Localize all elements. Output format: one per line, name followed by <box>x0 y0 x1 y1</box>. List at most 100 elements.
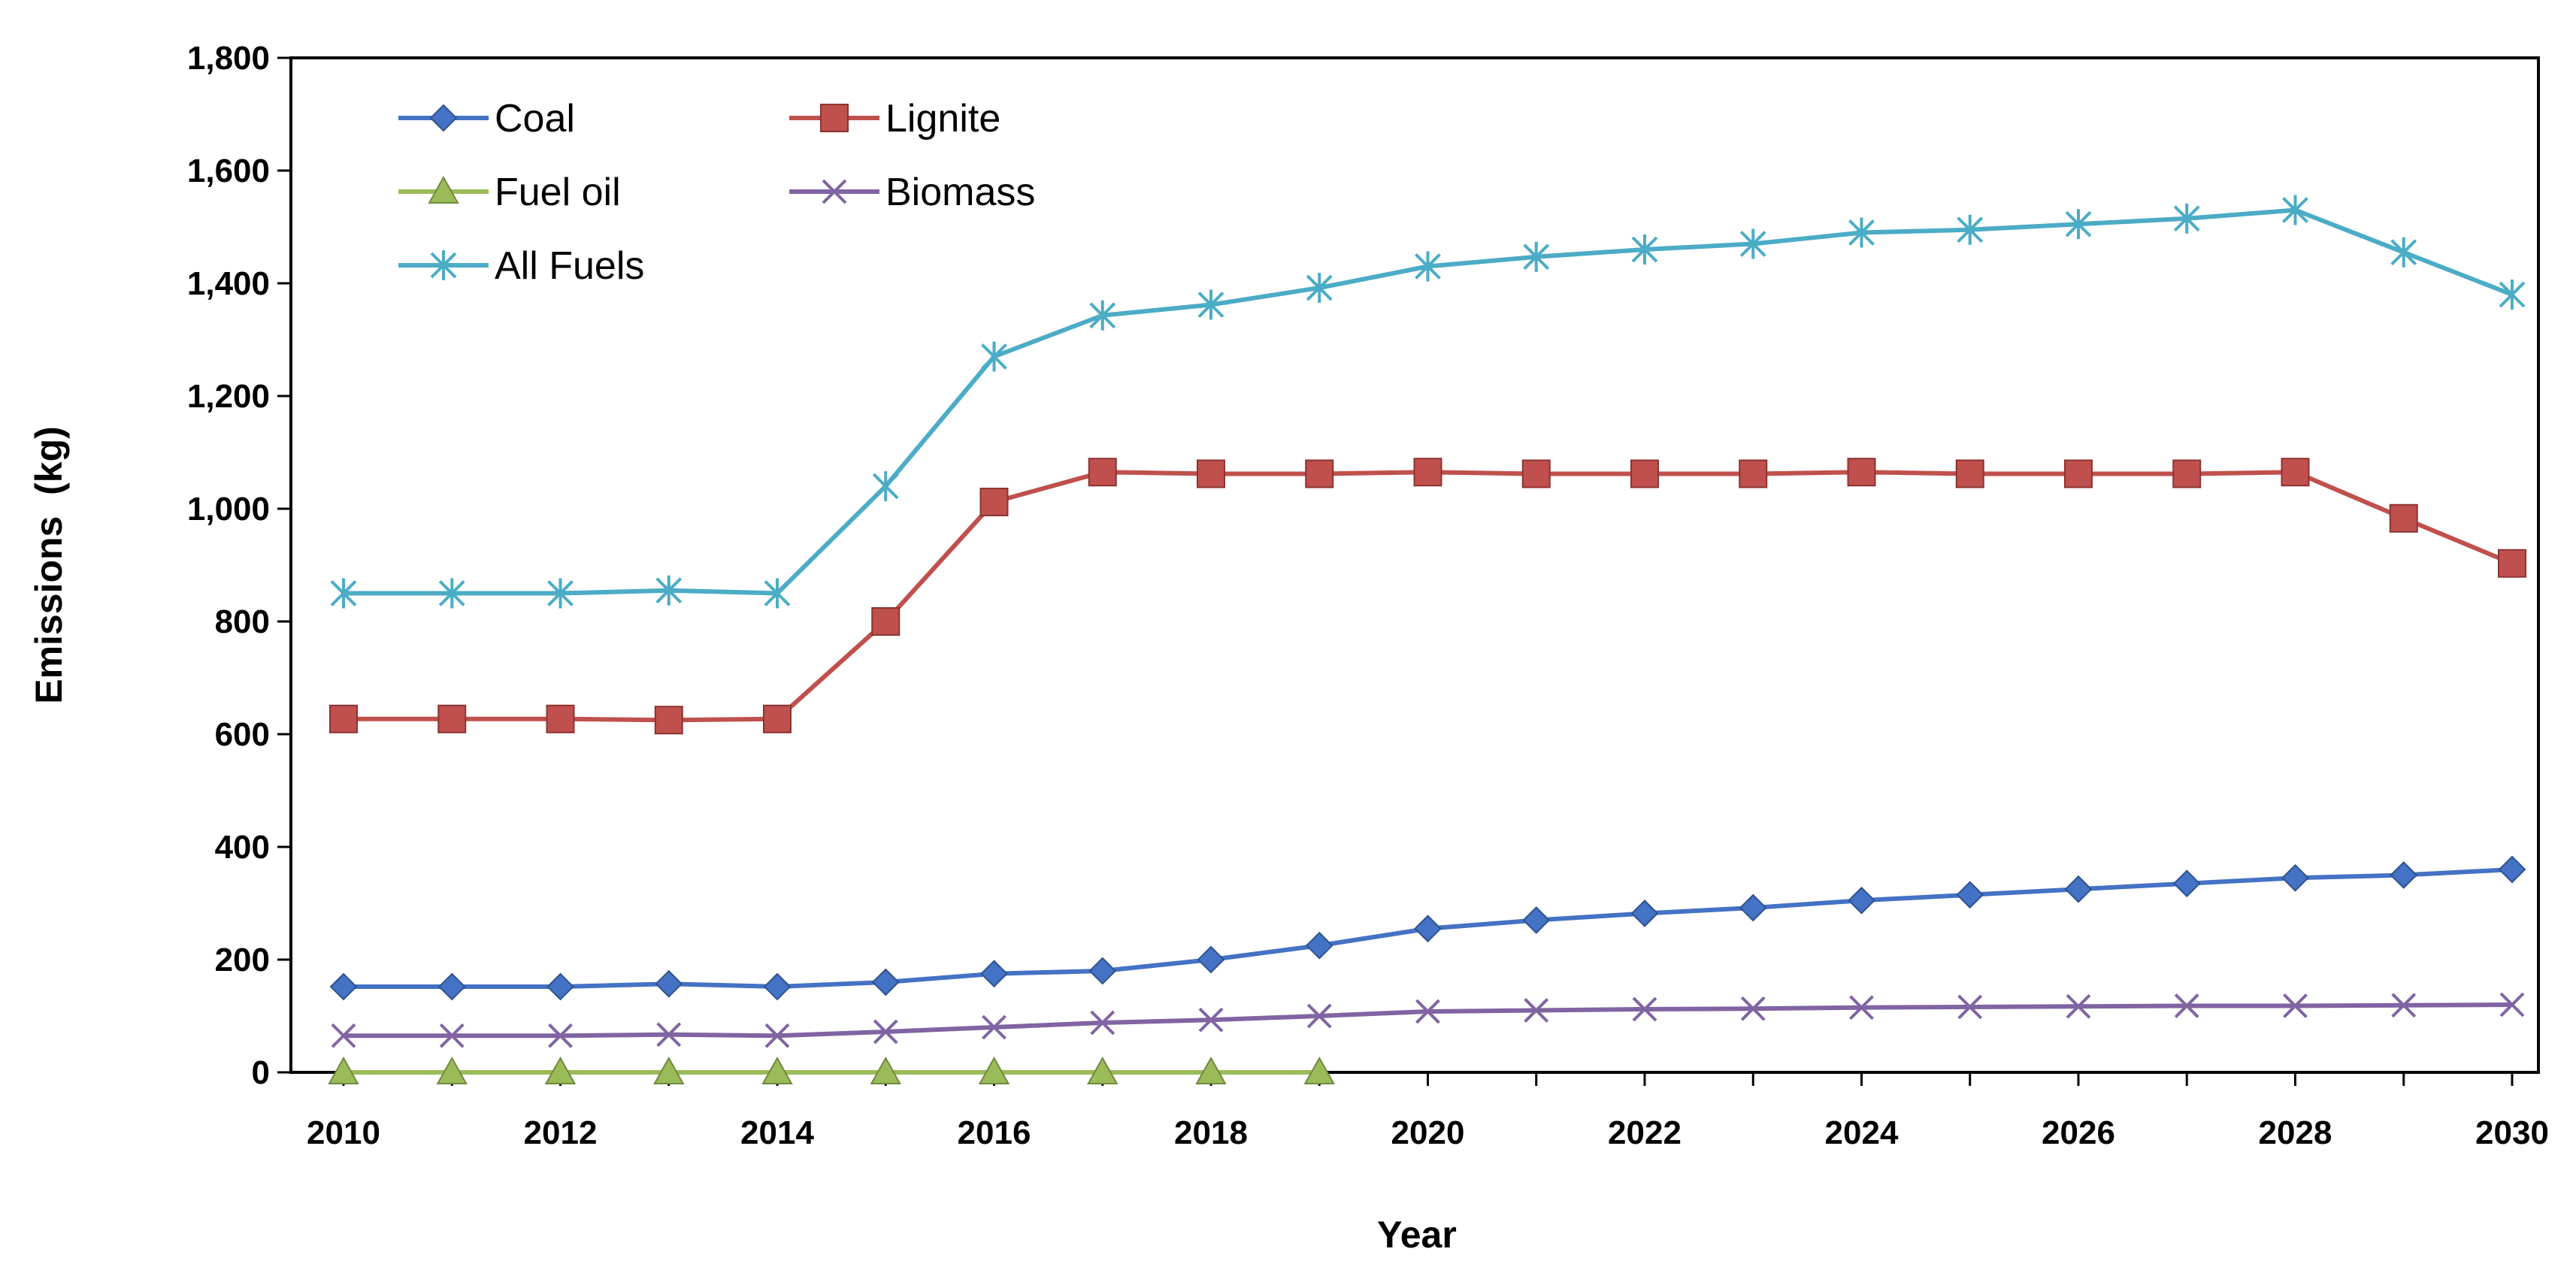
legend-item-fuel-oil: Fuel oil <box>398 171 621 214</box>
x-tick-label: 2016 <box>958 1114 1031 1151</box>
data-point-biomass <box>1524 998 1549 1023</box>
data-point-lignite <box>1739 459 1768 488</box>
data-point-coal <box>2498 855 2526 884</box>
data-point-coal <box>1630 900 1659 927</box>
data-point-coal <box>2281 863 2309 892</box>
data-point-lignite <box>654 706 683 735</box>
data-point-lignite <box>1955 459 1984 488</box>
data-point-biomass <box>1198 1007 1224 1033</box>
data-point-all-fuels <box>1523 241 1550 272</box>
legend-label: Biomass <box>885 171 1035 214</box>
x-tick-label: 2012 <box>524 1114 598 1151</box>
data-point-biomass <box>548 1023 573 1048</box>
data-point-coal <box>2390 861 2418 889</box>
series-all-fuels <box>330 195 2526 609</box>
series-lignite <box>329 458 2526 735</box>
x-tick-label: 2028 <box>2259 1114 2332 1151</box>
legend-marker-fuel-oil <box>428 175 459 204</box>
data-point-lignite <box>1413 458 1442 487</box>
data-point-all-fuels <box>1848 217 1875 248</box>
x-axis-ticks: 2010 2012 2014 2016 2018 2020 2022 2024 2026 2028… <box>307 1072 2549 1151</box>
y-tick-label: 1,800 <box>187 40 270 77</box>
legend-marker-biomass <box>822 179 847 204</box>
data-point-fuel-oil <box>1087 1056 1118 1084</box>
data-point-all-fuels <box>2282 195 2308 225</box>
data-point-coal <box>1956 881 1984 909</box>
data-point-lignite <box>2281 458 2310 487</box>
x-tick-label: 2014 <box>740 1114 814 1151</box>
data-point-fuel-oil <box>328 1056 359 1084</box>
legend-item-all-fuels: All Fuels <box>398 244 644 288</box>
y-axis-ticks: 0 200 400 600 800 1,000 1,200 1,400 1,600 1,800 <box>187 40 291 1091</box>
data-point-biomass <box>2499 992 2525 1017</box>
legend-item-biomass: Biomass <box>789 171 1035 214</box>
data-point-lignite <box>1197 459 1225 488</box>
data-point-biomass <box>2174 993 2199 1018</box>
data-point-all-fuels <box>2499 280 2526 310</box>
x-tick-label: 2020 <box>1391 1114 1465 1151</box>
data-point-coal <box>546 972 574 1001</box>
data-point-lignite <box>1305 459 1334 488</box>
data-point-fuel-oil <box>978 1056 1010 1084</box>
data-point-fuel-oil <box>436 1056 468 1084</box>
data-point-biomass <box>1957 994 1983 1020</box>
data-point-coal <box>1522 906 1551 934</box>
series-layer <box>328 195 2526 1084</box>
data-point-lignite <box>2389 503 2418 533</box>
data-point-all-fuels <box>764 578 791 609</box>
series-coal <box>329 855 2526 1001</box>
legend-label: Lignite <box>885 97 1000 141</box>
data-point-lignite <box>871 607 901 636</box>
y-tick-label: 1,400 <box>187 265 270 302</box>
data-point-fuel-oil <box>1303 1056 1335 1084</box>
data-point-all-fuels <box>2173 203 2200 234</box>
y-tick-label: 600 <box>215 716 270 753</box>
data-point-biomass <box>2283 993 2308 1018</box>
data-point-coal <box>1088 957 1117 985</box>
data-point-fuel-oil <box>761 1056 793 1084</box>
data-point-all-fuels <box>2390 237 2417 268</box>
series-fuel-oil <box>328 1056 1335 1084</box>
legend-marker-lignite <box>820 104 849 132</box>
series-biomass <box>331 992 2525 1048</box>
data-point-fuel-oil <box>870 1056 901 1084</box>
data-point-biomass <box>439 1023 465 1048</box>
data-point-biomass <box>331 1023 356 1048</box>
data-point-biomass <box>1306 1003 1332 1029</box>
data-point-all-fuels <box>655 575 683 606</box>
data-point-lignite <box>1847 458 1876 487</box>
legend-item-coal: Coal <box>398 97 575 141</box>
data-point-lignite <box>2172 459 2202 488</box>
legend-label: All Fuels <box>495 244 644 288</box>
data-point-biomass <box>1849 995 1874 1020</box>
data-point-biomass <box>873 1019 898 1045</box>
x-axis-title: Year <box>1377 1214 1457 1256</box>
data-point-all-fuels <box>1415 251 1441 282</box>
data-point-coal <box>655 969 683 998</box>
data-point-all-fuels <box>1306 273 1333 303</box>
y-tick-label: 1,000 <box>187 491 270 528</box>
y-tick-label: 200 <box>215 942 270 978</box>
x-tick-label: 2026 <box>2042 1114 2115 1151</box>
legend-label: Coal <box>495 97 575 141</box>
data-point-lignite <box>329 704 358 733</box>
data-point-biomass <box>1632 996 1657 1022</box>
data-point-biomass <box>2066 993 2091 1019</box>
legend-marker-coal <box>429 104 458 132</box>
y-tick-label: 1,600 <box>187 153 270 189</box>
y-axis-title: Emissions (kg) <box>28 426 70 704</box>
data-point-lignite <box>1521 459 1551 488</box>
data-point-all-fuels <box>330 578 357 609</box>
data-point-coal <box>980 960 1008 988</box>
data-point-biomass <box>764 1023 790 1048</box>
plot-area <box>289 56 2540 1074</box>
data-point-lignite <box>1630 459 1659 488</box>
data-point-biomass <box>1090 1010 1115 1036</box>
data-point-biomass <box>1415 999 1440 1024</box>
data-point-all-fuels <box>872 471 899 501</box>
x-tick-label: 2024 <box>1825 1114 1899 1151</box>
data-point-all-fuels <box>981 341 1007 372</box>
legend-label: Fuel oil <box>495 171 621 214</box>
data-point-all-fuels <box>2065 209 2092 240</box>
data-point-all-fuels <box>547 578 574 609</box>
